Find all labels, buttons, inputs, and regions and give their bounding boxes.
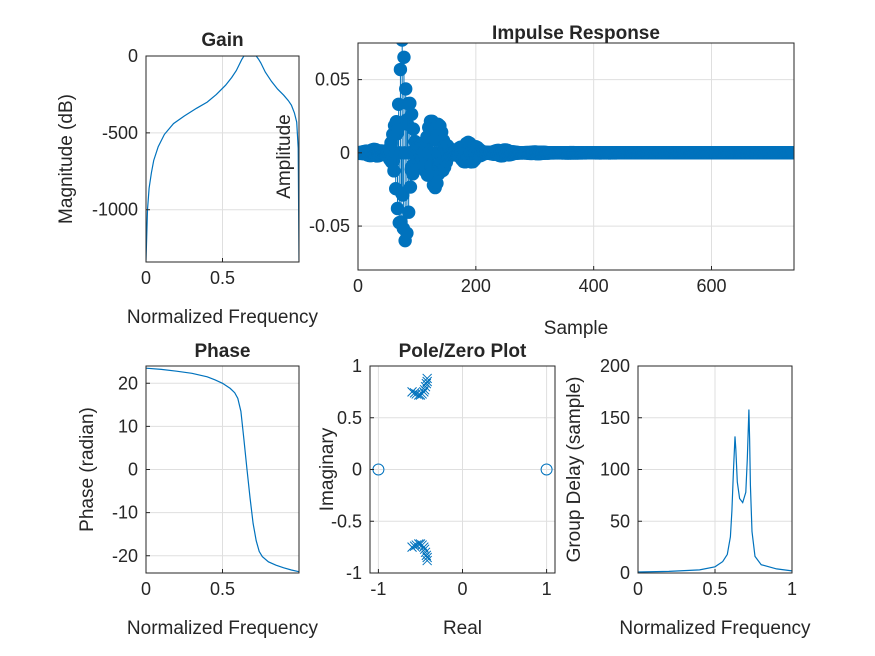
impulse-marker [393, 62, 408, 77]
pole-marker [413, 539, 424, 549]
gain-xlabel: Normalized Frequency [127, 307, 319, 328]
gain-panel: 0 0.5 0 -500 -1000 Gain Normalized Frequency… [56, 30, 319, 328]
groupdelay-ytick-label: 150 [600, 408, 630, 428]
polezero-xlabel: Real [443, 618, 482, 639]
impulse-title: Impulse Response [492, 23, 660, 44]
polezero-ytick-label: -1 [346, 563, 362, 583]
pole-marker [413, 390, 424, 400]
groupdelay-xtick-label: 0 [633, 579, 643, 599]
pole-marker [422, 552, 433, 563]
impulse-marker [396, 43, 409, 47]
gain-series-line [146, 56, 299, 261]
polezero-ylabel: Imaginary [317, 427, 338, 511]
gain-ytick-label: -1000 [92, 200, 138, 220]
impulse-marker [400, 226, 414, 240]
groupdelay-series-line [638, 409, 792, 573]
impulse-axes-frame [357, 42, 795, 271]
pole-marker [418, 542, 429, 552]
polezero-title: Pole/Zero Plot [399, 341, 527, 362]
zero-marker [540, 463, 553, 476]
impulse-marker [387, 164, 401, 178]
phase-series-line [146, 367, 299, 573]
phase-ylabel: Phase (radian) [77, 407, 98, 532]
impulse-xlabel: Sample [544, 318, 608, 339]
polezero-xtick-label: 0 [457, 579, 467, 599]
pole-marker [419, 384, 430, 395]
impulse-panel: 0 200 400 600 0.05 0 -0.05 Impulse Response Sa… [274, 23, 795, 339]
pole-marker [422, 555, 433, 566]
impulse-marker [786, 146, 794, 160]
polezero-xtick-label: 1 [542, 579, 552, 599]
phase-ytick-label: 20 [118, 373, 138, 393]
groupdelay-ytick-label: 100 [600, 460, 630, 480]
pole-marker [422, 373, 433, 384]
phase-panel: 0 0.5 20 10 0 -10 -20 Phase Normalized Frequen… [77, 341, 319, 639]
gain-ytick-label: -500 [102, 123, 138, 143]
impulse-ytick-label: 0.05 [315, 70, 350, 90]
impulse-ytick-label: 0 [340, 143, 350, 163]
impulse-marker [403, 180, 418, 194]
polezero-ytick-label: -0.5 [331, 511, 362, 531]
impulse-ylabel: Amplitude [274, 114, 295, 199]
polezero-panel: -1 0 1 1 0.5 0 -0.5 -1 Pole/Zero Plot Real Imag… [317, 341, 556, 639]
gain-ytick-label: 0 [128, 46, 138, 66]
impulse-marker [404, 107, 419, 121]
impulse-marker [399, 82, 413, 96]
phase-title: Phase [195, 341, 251, 362]
impulse-xtick-label: 400 [579, 276, 609, 296]
polezero-ytick-label: 0.5 [337, 408, 362, 428]
phase-xtick-label: 0.5 [210, 579, 235, 599]
impulse-xtick-label: 200 [461, 276, 491, 296]
impulse-marker [403, 96, 417, 111]
pole-marker [422, 376, 433, 387]
groupdelay-xtick-label: 1 [787, 579, 797, 599]
pole-marker [419, 544, 430, 555]
phase-ytick-label: -10 [112, 503, 138, 523]
impulse-ytick-label: -0.05 [309, 216, 350, 236]
phase-ytick-label: -20 [112, 546, 138, 566]
pole-marker [420, 381, 431, 392]
impulse-marker [390, 201, 405, 216]
gain-xtick-label: 0 [141, 268, 151, 288]
pole-marker [420, 547, 431, 558]
gain-xtick-label: 0.5 [210, 268, 235, 288]
impulse-xtick-label: 0 [353, 276, 363, 296]
impulse-marker [406, 122, 421, 136]
phase-xtick-label: 0 [141, 579, 151, 599]
groupdelay-xlabel: Normalized Frequency [619, 618, 811, 639]
impulse-stems [358, 43, 794, 248]
groupdelay-ytick-label: 50 [610, 511, 630, 531]
impulse-marker [401, 205, 416, 219]
polezero-xtick-label: -1 [370, 579, 386, 599]
phase-xlabel: Normalized Frequency [127, 618, 319, 639]
groupdelay-ytick-label: 0 [620, 563, 630, 583]
impulse-xtick-label: 600 [696, 276, 726, 296]
phase-ytick-label: 10 [118, 416, 138, 436]
polezero-ytick-label: 1 [352, 356, 362, 376]
polezero-ytick-label: 0 [352, 460, 362, 480]
groupdelay-panel: 0 0.5 1 200 150 100 50 0 Normalized Frequency G… [564, 356, 811, 639]
pole-marker [418, 387, 429, 397]
groupdelay-xtick-label: 0.5 [702, 579, 727, 599]
impulse-marker [397, 50, 411, 64]
groupdelay-ylabel: Group Delay (sample) [564, 377, 585, 563]
gain-title: Gain [201, 30, 243, 51]
groupdelay-ytick-label: 200 [600, 356, 630, 376]
gain-ylabel: Magnitude (dB) [56, 94, 77, 224]
phase-ytick-label: 0 [128, 460, 138, 480]
